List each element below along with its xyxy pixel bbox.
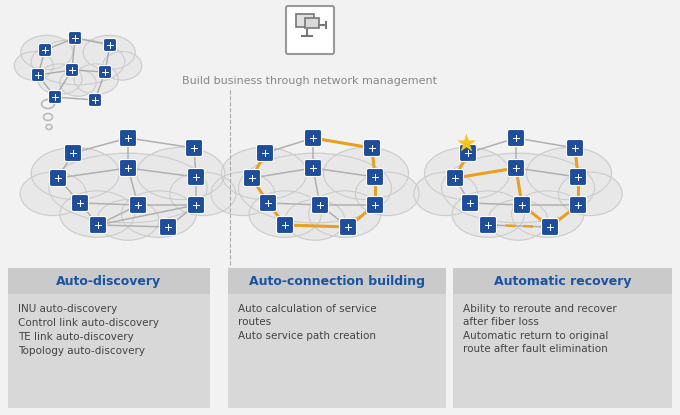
Ellipse shape (20, 172, 86, 215)
FancyBboxPatch shape (65, 144, 82, 161)
FancyBboxPatch shape (188, 196, 205, 213)
Ellipse shape (74, 64, 118, 94)
FancyBboxPatch shape (286, 6, 334, 54)
FancyBboxPatch shape (507, 159, 524, 176)
Ellipse shape (356, 172, 419, 215)
FancyBboxPatch shape (256, 144, 273, 161)
FancyBboxPatch shape (71, 195, 88, 212)
Text: Automatic return to original
route after fault elimination: Automatic return to original route after… (463, 331, 609, 354)
FancyBboxPatch shape (228, 268, 446, 294)
FancyBboxPatch shape (570, 168, 586, 186)
Ellipse shape (222, 147, 307, 200)
FancyBboxPatch shape (8, 268, 210, 294)
FancyBboxPatch shape (305, 129, 322, 146)
FancyBboxPatch shape (88, 93, 101, 107)
Text: Auto calculation of service
routes: Auto calculation of service routes (238, 304, 377, 327)
FancyBboxPatch shape (90, 217, 107, 234)
Ellipse shape (60, 191, 135, 237)
Ellipse shape (31, 147, 119, 200)
Ellipse shape (324, 147, 409, 200)
Ellipse shape (49, 153, 207, 223)
FancyBboxPatch shape (99, 66, 112, 78)
FancyBboxPatch shape (188, 168, 205, 186)
Ellipse shape (526, 147, 611, 200)
Text: Control link auto-discovery: Control link auto-discovery (18, 318, 159, 328)
Ellipse shape (249, 191, 322, 237)
Text: Auto service path creation: Auto service path creation (238, 331, 376, 341)
Ellipse shape (211, 172, 275, 215)
Ellipse shape (488, 200, 548, 240)
Ellipse shape (558, 172, 622, 215)
Point (460, 140, 471, 146)
Text: Topology auto-discovery: Topology auto-discovery (18, 346, 145, 356)
FancyBboxPatch shape (479, 217, 496, 234)
FancyBboxPatch shape (296, 14, 314, 27)
FancyBboxPatch shape (507, 129, 524, 146)
FancyBboxPatch shape (541, 219, 558, 235)
FancyBboxPatch shape (103, 39, 116, 51)
FancyBboxPatch shape (160, 219, 177, 235)
Ellipse shape (97, 200, 159, 240)
FancyBboxPatch shape (460, 144, 477, 161)
FancyBboxPatch shape (305, 159, 322, 176)
Ellipse shape (511, 191, 584, 237)
FancyBboxPatch shape (228, 268, 446, 408)
Ellipse shape (14, 51, 53, 80)
FancyBboxPatch shape (367, 168, 384, 186)
FancyBboxPatch shape (48, 90, 61, 103)
FancyBboxPatch shape (243, 169, 260, 186)
FancyBboxPatch shape (120, 159, 137, 176)
Ellipse shape (60, 70, 96, 96)
FancyBboxPatch shape (447, 169, 464, 186)
FancyBboxPatch shape (570, 196, 586, 213)
Ellipse shape (170, 172, 236, 215)
FancyBboxPatch shape (260, 195, 277, 212)
Ellipse shape (452, 191, 524, 237)
Ellipse shape (83, 35, 135, 70)
FancyBboxPatch shape (39, 44, 52, 56)
Ellipse shape (414, 172, 477, 215)
FancyBboxPatch shape (50, 169, 67, 186)
FancyBboxPatch shape (120, 129, 137, 146)
FancyBboxPatch shape (8, 268, 210, 408)
Ellipse shape (37, 64, 82, 94)
Text: Auto-discovery: Auto-discovery (56, 274, 162, 288)
FancyBboxPatch shape (566, 139, 583, 156)
Ellipse shape (103, 51, 141, 80)
Text: Automatic recovery: Automatic recovery (494, 274, 631, 288)
FancyBboxPatch shape (305, 18, 319, 28)
FancyBboxPatch shape (311, 196, 328, 213)
FancyBboxPatch shape (513, 196, 530, 213)
Text: TE link auto-discovery: TE link auto-discovery (18, 332, 134, 342)
Ellipse shape (424, 147, 509, 200)
Ellipse shape (137, 147, 225, 200)
FancyBboxPatch shape (186, 139, 203, 156)
FancyBboxPatch shape (453, 268, 672, 294)
Ellipse shape (122, 191, 197, 237)
Text: Build business through network management: Build business through network managemen… (182, 76, 437, 86)
Ellipse shape (285, 200, 345, 240)
Text: Ability to reroute and recover
after fiber loss: Ability to reroute and recover after fib… (463, 304, 617, 327)
Text: INU auto-discovery: INU auto-discovery (18, 304, 117, 314)
Text: Auto-connection building: Auto-connection building (249, 274, 425, 288)
FancyBboxPatch shape (462, 195, 479, 212)
FancyBboxPatch shape (453, 268, 672, 408)
FancyBboxPatch shape (367, 196, 384, 213)
FancyBboxPatch shape (31, 68, 44, 81)
Ellipse shape (31, 39, 125, 85)
Ellipse shape (441, 153, 594, 223)
FancyBboxPatch shape (277, 217, 294, 234)
Ellipse shape (309, 191, 381, 237)
FancyBboxPatch shape (339, 219, 356, 235)
FancyBboxPatch shape (65, 63, 78, 76)
FancyBboxPatch shape (129, 196, 146, 213)
FancyBboxPatch shape (364, 139, 381, 156)
Ellipse shape (21, 35, 73, 70)
Ellipse shape (239, 153, 392, 223)
FancyBboxPatch shape (69, 32, 82, 44)
